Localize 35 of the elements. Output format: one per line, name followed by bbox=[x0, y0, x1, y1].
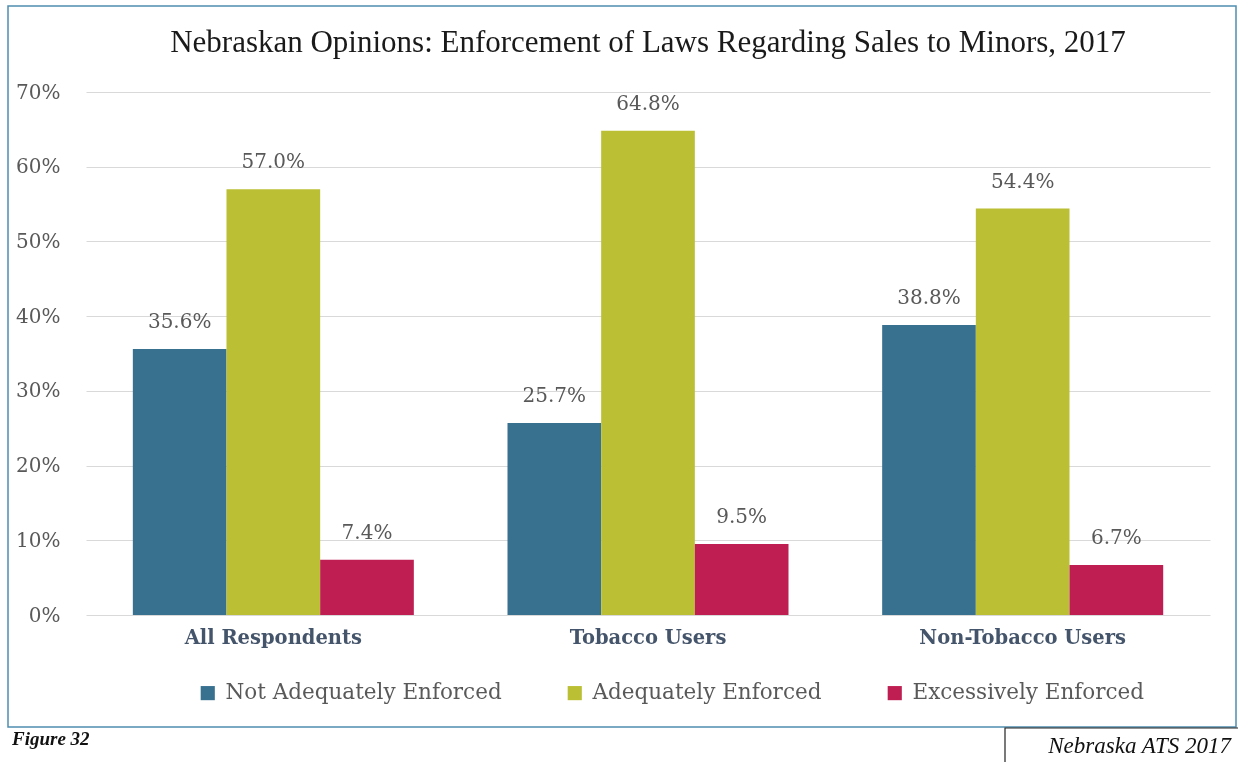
bar bbox=[975, 208, 1070, 615]
data-label: 25.7% bbox=[522, 382, 587, 407]
x-tick-label: All Respondents bbox=[183, 625, 363, 649]
data-label: 35.6% bbox=[147, 309, 212, 334]
data-label: 54.4% bbox=[990, 168, 1055, 193]
data-label: 38.8% bbox=[897, 285, 961, 310]
data-label: 7.4% bbox=[341, 519, 393, 544]
text: Nebraska ATS 2017 bbox=[1047, 733, 1233, 758]
x-tick-label: Non-Tobacco Users bbox=[919, 625, 1126, 649]
data-label: 64.8% bbox=[616, 90, 680, 115]
bar bbox=[882, 325, 976, 615]
bar bbox=[226, 189, 321, 615]
bar bbox=[1069, 564, 1164, 615]
y-tick-label: 70% bbox=[16, 79, 61, 104]
y-tick-label: 20% bbox=[16, 453, 61, 478]
bar bbox=[320, 559, 414, 615]
bar bbox=[601, 130, 695, 615]
legend-label: Not Adequately Enforced bbox=[225, 679, 502, 705]
bar bbox=[507, 422, 602, 615]
y-tick-label: 30% bbox=[16, 378, 61, 403]
bar bbox=[132, 349, 227, 615]
legend-label: Adequately Enforced bbox=[591, 679, 822, 705]
legend-label: Excessively Enforced bbox=[912, 679, 1145, 705]
data-label: 6.7% bbox=[1090, 524, 1142, 549]
y-tick-label: 50% bbox=[16, 228, 61, 253]
y-tick-label: 10% bbox=[16, 527, 61, 552]
chart-title: Nebraskan Opinions: Enforcement of Laws Regarding Sales to Minors, 2017 bbox=[170, 24, 1126, 60]
bar bbox=[694, 544, 789, 615]
caption: Figure 32 bbox=[11, 728, 91, 749]
y-tick-label: 0% bbox=[28, 602, 61, 627]
data-label: 9.5% bbox=[716, 504, 768, 529]
y-tick-label: 40% bbox=[16, 303, 61, 328]
x-tick-label: Tobacco Users bbox=[569, 625, 727, 649]
data-label: 57.0% bbox=[241, 149, 306, 174]
y-tick-label: 60% bbox=[16, 154, 61, 179]
